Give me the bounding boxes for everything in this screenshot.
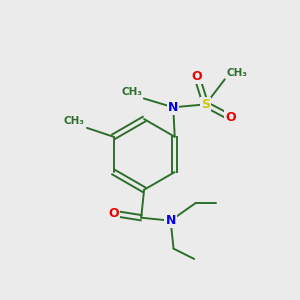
- Text: O: O: [108, 207, 119, 220]
- Text: N: N: [168, 101, 178, 114]
- Text: S: S: [201, 98, 210, 111]
- Text: N: N: [165, 214, 176, 227]
- Text: CH₃: CH₃: [226, 68, 247, 78]
- Text: CH₃: CH₃: [64, 116, 85, 126]
- Text: O: O: [191, 70, 202, 83]
- Text: O: O: [225, 111, 236, 124]
- Text: CH₃: CH₃: [121, 87, 142, 97]
